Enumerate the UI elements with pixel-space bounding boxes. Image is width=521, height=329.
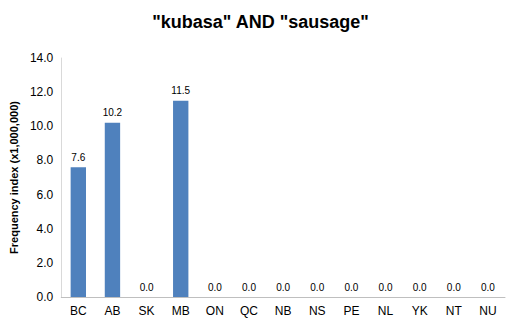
svg-text:0.0: 0.0 [310, 282, 324, 293]
svg-text:0.0: 0.0 [447, 282, 461, 293]
svg-text:10.2: 10.2 [103, 107, 123, 118]
svg-text:0.0: 0.0 [481, 282, 495, 293]
svg-text:QC: QC [240, 304, 258, 318]
svg-text:4.0: 4.0 [37, 222, 54, 236]
svg-text:0.0: 0.0 [276, 282, 290, 293]
svg-text:14.0: 14.0 [30, 51, 54, 65]
svg-text:"kubasa" AND "sausage": "kubasa" AND "sausage" [152, 12, 369, 32]
svg-text:YK: YK [412, 304, 428, 318]
svg-text:6.0: 6.0 [37, 188, 54, 202]
svg-text:0.0: 0.0 [242, 282, 256, 293]
svg-text:0.0: 0.0 [413, 282, 427, 293]
svg-text:ON: ON [206, 304, 224, 318]
svg-text:NL: NL [378, 304, 394, 318]
svg-text:MB: MB [172, 304, 190, 318]
svg-text:0.0: 0.0 [140, 282, 154, 293]
svg-text:SK: SK [139, 304, 155, 318]
svg-text:NS: NS [309, 304, 326, 318]
svg-text:8.0: 8.0 [37, 153, 54, 167]
svg-text:0.0: 0.0 [37, 290, 54, 304]
svg-text:BC: BC [70, 304, 87, 318]
svg-text:0.0: 0.0 [379, 282, 393, 293]
svg-text:11.5: 11.5 [171, 85, 190, 96]
svg-text:0.0: 0.0 [344, 282, 358, 293]
svg-text:10.0: 10.0 [30, 119, 54, 133]
svg-text:PE: PE [343, 304, 359, 318]
svg-text:NB: NB [275, 304, 292, 318]
svg-text:2.0: 2.0 [37, 256, 54, 270]
svg-text:NU: NU [479, 304, 496, 318]
svg-text:0.0: 0.0 [208, 282, 222, 293]
svg-text:Frequency index (x1,000,000): Frequency index (x1,000,000) [8, 101, 20, 254]
svg-text:12.0: 12.0 [30, 85, 54, 99]
svg-text:AB: AB [104, 304, 120, 318]
svg-text:7.6: 7.6 [71, 152, 85, 163]
svg-text:NT: NT [446, 304, 463, 318]
